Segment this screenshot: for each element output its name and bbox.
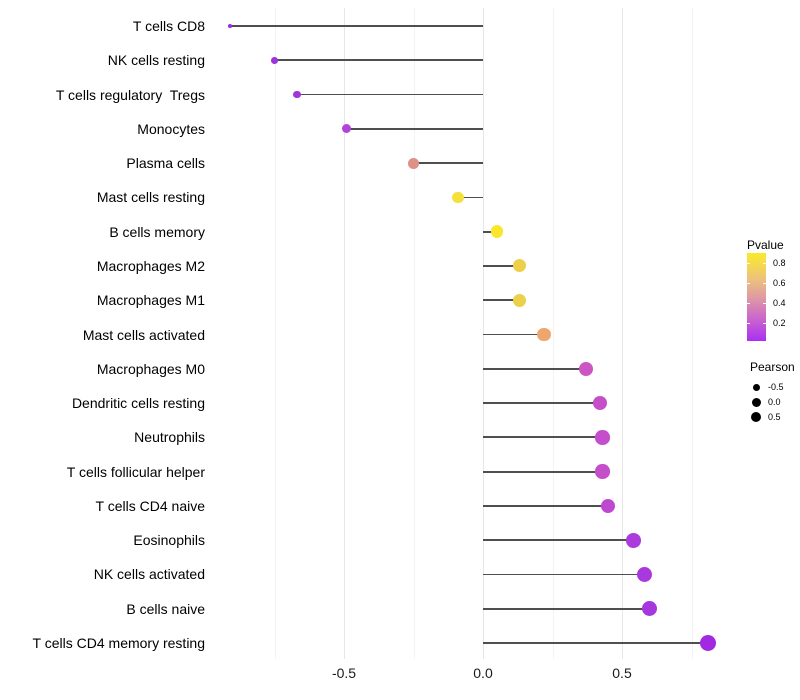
x-major-gridline <box>483 8 484 659</box>
lollipop-stem <box>483 402 600 404</box>
pearson-legend-label: 0.0 <box>768 397 781 407</box>
lollipop-stem <box>483 470 603 473</box>
x-major-gridline <box>344 8 345 659</box>
y-axis-label: Dendritic cells resting <box>71 395 205 412</box>
y-axis-label: T cells CD4 memory resting <box>32 635 205 652</box>
y-axis-label: Mast cells resting <box>96 189 205 206</box>
lollipop-dot <box>578 361 593 376</box>
y-axis-label: T cells regulatory Tregs <box>55 86 205 103</box>
pvalue-colorbar-tick-mark <box>763 263 766 264</box>
pvalue-legend-title: Pvalue <box>747 238 784 252</box>
y-axis-label: Eosinophils <box>133 532 205 549</box>
pvalue-colorbar-tick-mark <box>747 323 750 324</box>
y-axis-label: B cells memory <box>109 223 205 240</box>
y-axis-label: NK cells resting <box>107 52 205 69</box>
y-axis-label: Plasma cells <box>126 155 205 172</box>
lollipop-dot <box>642 601 658 617</box>
y-axis-label: T cells follicular helper <box>66 463 205 480</box>
pvalue-colorbar-tick-mark <box>763 323 766 324</box>
lollipop-dot <box>228 24 232 28</box>
lollipop-dot <box>512 259 526 273</box>
lollipop-dot <box>592 395 607 411</box>
lollipop-stem <box>483 505 609 507</box>
pearson-legend-dot <box>751 397 761 407</box>
pvalue-colorbar-tick-mark <box>747 283 750 284</box>
lollipop-dot <box>636 566 652 582</box>
lollipop-stem <box>483 573 645 576</box>
x-tick-label: 0.5 <box>612 665 632 681</box>
pearson-legend-dot <box>752 383 760 391</box>
lollipop-stem <box>483 607 650 610</box>
lollipop-stem <box>483 265 520 267</box>
lollipop-stem <box>274 59 483 62</box>
lollipop-dot <box>292 90 301 99</box>
pvalue-colorbar-tick-label: 0.6 <box>773 278 786 288</box>
lollipop-stem <box>483 299 520 302</box>
y-axis-label: B cells naive <box>126 600 205 617</box>
lollipop-stem <box>483 333 545 336</box>
y-axis-label: NK cells activated <box>93 566 205 583</box>
lollipop-dot <box>595 430 610 445</box>
pearson-legend-dot <box>750 411 762 423</box>
pvalue-colorbar <box>747 253 766 341</box>
y-axis-label: Mast cells activated <box>82 326 205 343</box>
lollipop-stem <box>483 539 634 542</box>
y-axis-label: Macrophages M1 <box>96 292 205 309</box>
y-axis-label: Macrophages M0 <box>96 360 205 377</box>
y-axis-label: Neutrophils <box>134 429 205 446</box>
lollipop-stem <box>413 162 483 165</box>
lollipop-dot <box>625 532 641 548</box>
lollipop-stem <box>483 367 586 370</box>
lollipop-dot <box>342 124 352 134</box>
x-tick-label: -0.5 <box>331 665 357 681</box>
pvalue-colorbar-tick-mark <box>747 303 750 304</box>
pearson-legend-title: Pearson <box>750 360 795 374</box>
pvalue-colorbar-tick-mark <box>763 283 766 284</box>
x-minor-gridline <box>691 8 693 659</box>
lollipop-dot <box>512 293 526 307</box>
y-axis-label: T cells CD4 naive <box>95 497 205 514</box>
pearson-legend-label: -0.5 <box>768 382 784 392</box>
lollipop-stem <box>483 436 603 439</box>
lollipop-dot <box>408 157 419 169</box>
lollipop-stem <box>457 196 483 199</box>
lollipop-dot <box>700 635 717 651</box>
pvalue-colorbar-tick-label: 0.8 <box>773 258 786 268</box>
x-tick-label: 0.0 <box>473 665 493 681</box>
lollipop-stem <box>296 93 483 96</box>
pvalue-colorbar-tick-mark <box>747 263 750 264</box>
y-axis-label: T cells CD8 <box>132 18 205 34</box>
pvalue-colorbar-tick-label: 0.2 <box>773 318 786 328</box>
x-major-gridline <box>622 8 623 659</box>
lollipop-stem <box>230 25 483 27</box>
x-minor-gridline <box>413 8 415 659</box>
y-axis-label: Macrophages M2 <box>96 257 205 274</box>
lollipop-stem <box>346 127 483 130</box>
x-minor-gridline <box>274 8 276 659</box>
lollipop-dot <box>537 327 551 342</box>
lollipop-stem <box>483 642 709 644</box>
lollipop-dot <box>452 191 464 204</box>
lollipop-dot <box>490 225 504 238</box>
pvalue-colorbar-tick-mark <box>763 303 766 304</box>
lollipop-stem <box>483 230 497 233</box>
lollipop-dot <box>271 56 278 64</box>
lollipop-dot <box>600 498 616 514</box>
pearson-legend-label: 0.5 <box>768 412 781 422</box>
pvalue-colorbar-tick-label: 0.4 <box>773 298 786 308</box>
x-minor-gridline <box>552 8 554 659</box>
lollipop-dot <box>595 464 610 479</box>
y-axis-label: Monocytes <box>137 120 205 137</box>
